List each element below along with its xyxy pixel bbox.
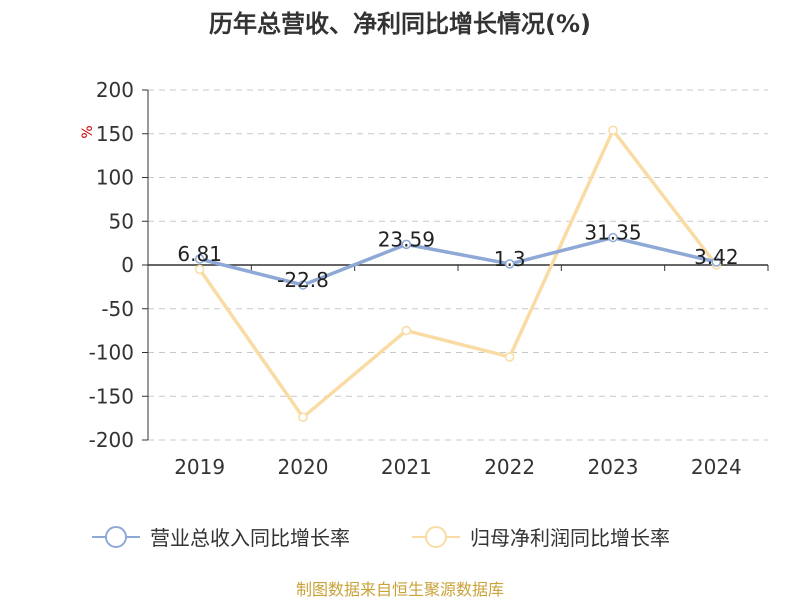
data-point-revenue-growth — [711, 257, 722, 267]
y-axis-unit-label: % — [80, 125, 96, 138]
source-note: 制图数据来自恒生聚源数据库 — [296, 580, 504, 599]
x-tick-label: 2021 — [381, 455, 432, 479]
x-tick-label: 2022 — [484, 455, 535, 479]
y-tick-label: 50 — [109, 209, 134, 233]
data-point-net-profit-growth — [504, 352, 515, 362]
data-label: 3.42 — [694, 245, 739, 269]
y-tick-label: 100 — [96, 166, 134, 190]
y-tick-label: -100 — [89, 341, 134, 365]
y-tick-label: 200 — [96, 78, 134, 102]
legend-revenue-growth-label: 营业总收入同比增长率 — [150, 526, 350, 550]
x-tick-label: 2019 — [174, 455, 225, 479]
data-point-revenue-growth — [504, 259, 515, 269]
x-tick-label: 2024 — [691, 455, 742, 479]
series-line-net-profit-growth — [197, 128, 719, 420]
data-point-revenue-growth — [608, 232, 618, 243]
legend-net-profit-growth-marker — [425, 526, 447, 548]
y-tick-label: -200 — [89, 428, 134, 452]
data-label: 1.3 — [494, 247, 526, 271]
data-label: 31.35 — [584, 221, 641, 245]
chart-title: 历年总营收、净利同比增长情况(%) — [209, 10, 591, 38]
data-point-net-profit-growth — [298, 412, 308, 422]
data-point-revenue-growth — [298, 280, 308, 290]
legend-net-profit-growth-label: 归母净利润同比增长率 — [470, 526, 670, 550]
x-tick-label: 2023 — [588, 455, 639, 479]
data-labels: 6.81 -22.8 23.59 1.3 31.35 3.42 — [177, 221, 738, 292]
gridlines — [148, 89, 768, 441]
data-point-net-profit-growth — [194, 264, 205, 275]
data-point-net-profit-growth — [401, 325, 412, 336]
y-tick-label: 150 — [96, 122, 134, 146]
legend: 营业总收入同比增长率 归母净利润同比增长率 — [92, 526, 670, 550]
x-tick-label: 2020 — [278, 455, 329, 479]
data-label: -22.8 — [277, 268, 329, 292]
legend-revenue-growth-marker — [105, 526, 127, 548]
series-lines — [194, 125, 722, 422]
y-tick-label: -50 — [101, 297, 134, 321]
data-label: 6.81 — [177, 242, 222, 266]
data-point-revenue-growth — [401, 239, 412, 250]
y-tick-label: 0 — [121, 253, 134, 277]
data-label: 23.59 — [378, 227, 435, 251]
data-point-revenue-growth — [194, 254, 205, 264]
axes: 200 150 100 50 0 -50 -100 -150 -200 2019 2020 2021 2… — [89, 78, 769, 479]
y-tick-label: -150 — [89, 384, 134, 408]
data-point-net-profit-growth — [608, 125, 618, 135]
series-line-revenue-growth — [197, 235, 719, 287]
